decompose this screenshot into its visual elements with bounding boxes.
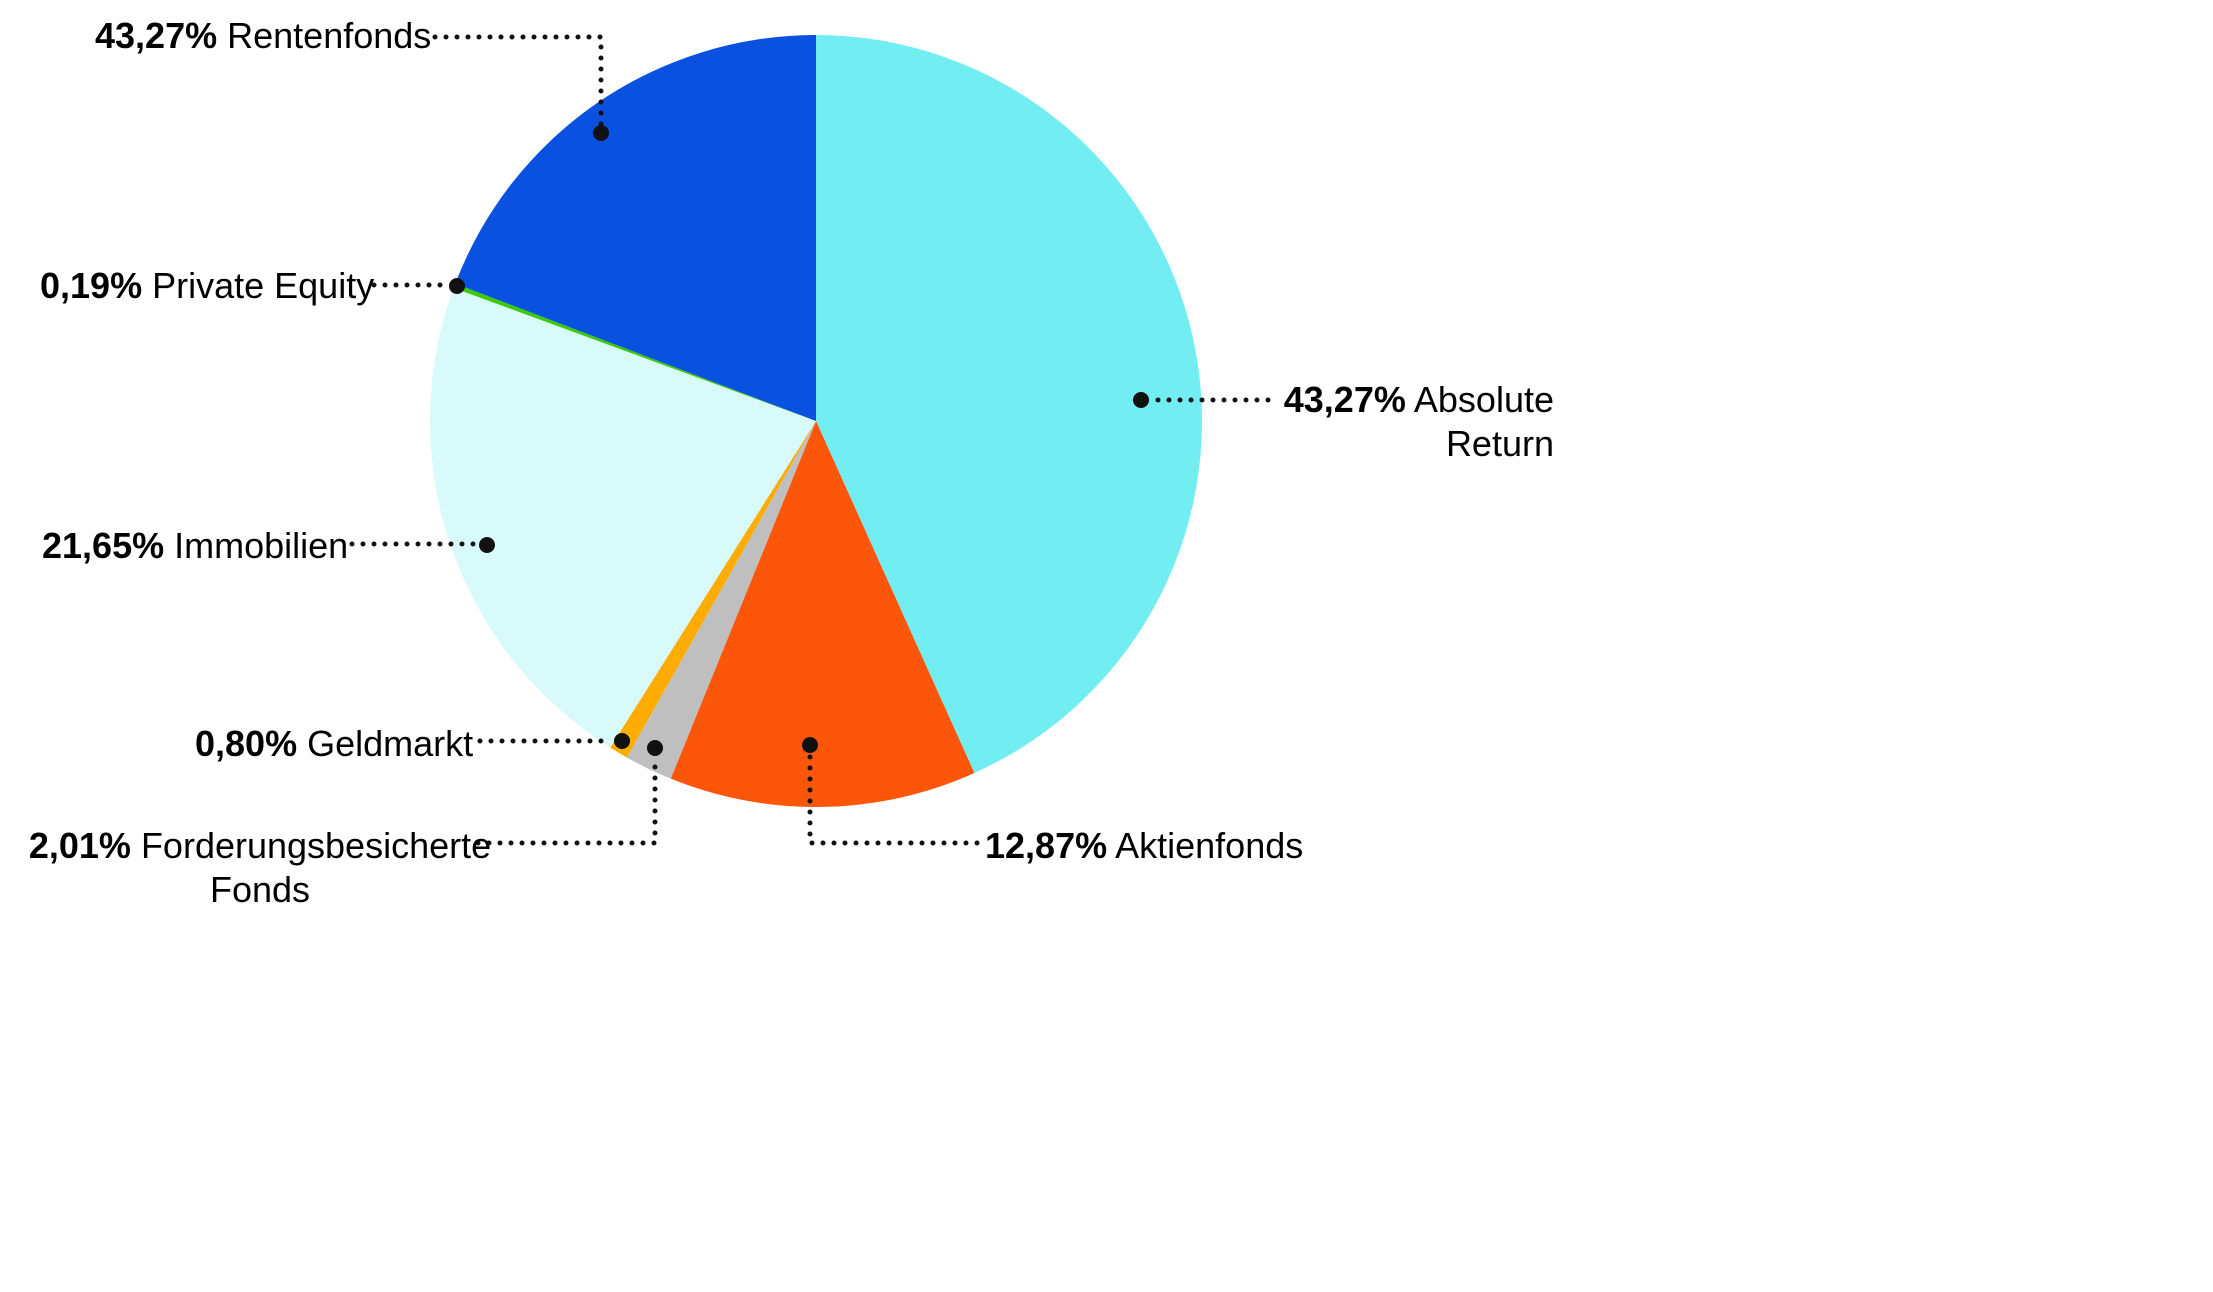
leader-dot-absolute-return — [1133, 392, 1149, 408]
label-immobilien-percent: 21,65% — [42, 525, 165, 566]
label-private-equity-name: Private Equity — [152, 265, 375, 306]
pie-slice-geldmarkt — [610, 421, 816, 758]
label-aktienfonds: 12,87% Aktienfonds — [985, 824, 1303, 868]
label-rentenfonds-percent: 43,27% — [95, 15, 218, 56]
leader-dot-private-equity — [449, 278, 465, 294]
leader-dot-geldmarkt — [614, 733, 630, 749]
pie-slices-group — [429, 35, 1202, 807]
pie-slice-private-equity — [453, 283, 816, 421]
label-immobilien: 21,65% Immobilien — [42, 524, 348, 568]
pie-slice-aktienfonds — [670, 421, 975, 807]
label-absolute-return-name: Absolute Return — [1413, 379, 1554, 464]
label-private-equity: 0,19% Private Equity — [40, 264, 374, 308]
label-immobilien-name: Immobilien — [174, 525, 349, 566]
pie-slice-absolute-return — [816, 35, 1202, 774]
leader-line-aktienfonds — [807, 753, 980, 846]
label-forderungsbesicherte-fonds: 2,01% Forderungsbesicherte Fonds — [25, 824, 495, 912]
leader-dot-forderungsbesicherte-fonds — [647, 740, 663, 756]
label-geldmarkt: 0,80% Geldmarkt — [195, 722, 473, 766]
leader-dot-rentenfonds — [593, 125, 609, 141]
leader-line-rentenfonds — [432, 34, 604, 128]
leader-line-forderungsbesicherte-fonds — [475, 756, 658, 846]
pie-slice-immobilien — [429, 287, 816, 748]
label-private-equity-percent: 0,19% — [40, 265, 143, 306]
label-rentenfonds: 43,27% Rentenfonds — [95, 14, 431, 58]
label-aktienfonds-name: Aktienfonds — [1115, 825, 1304, 866]
label-absolute-return: 43,27% Absolute Return — [1272, 378, 1554, 466]
leader-dot-immobilien — [479, 537, 495, 553]
leader-lines-group — [349, 34, 1271, 846]
label-aktienfonds-percent: 12,87% — [985, 825, 1108, 866]
pie-slice-rentenfonds — [455, 35, 816, 421]
label-absolute-return-percent: 43,27% — [1283, 379, 1406, 420]
leader-dot-aktienfonds — [802, 737, 818, 753]
label-forderungsbesicherte-fonds-name: Forderungsbesicherte Fonds — [140, 825, 492, 910]
label-geldmarkt-name: Geldmarkt — [307, 723, 474, 764]
pie-slice-forderungsbesicherte-fonds — [626, 421, 816, 779]
label-rentenfonds-name: Rentenfonds — [227, 15, 432, 56]
label-geldmarkt-percent: 0,80% — [195, 723, 298, 764]
label-forderungsbesicherte-fonds-percent: 2,01% — [28, 825, 131, 866]
